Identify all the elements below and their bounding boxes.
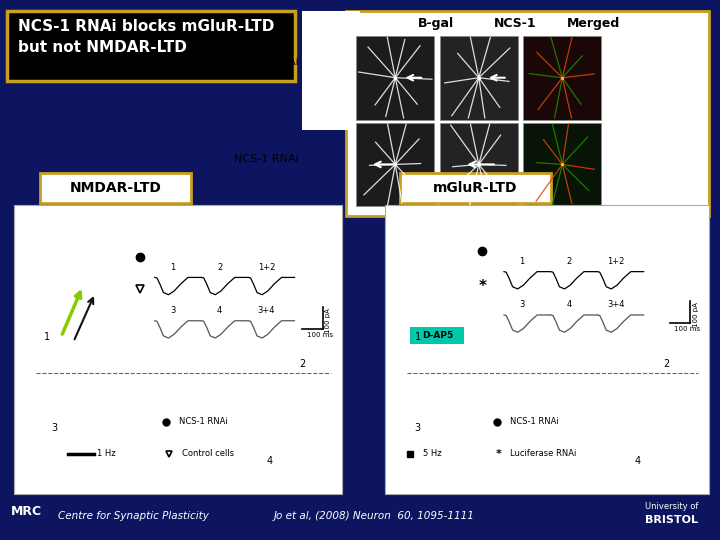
Text: 2: 2 [663,359,669,369]
Text: 1: 1 [415,332,420,341]
Text: 1: 1 [44,332,50,341]
Text: Centre for Synaptic Plasticity: Centre for Synaptic Plasticity [58,510,209,521]
Text: 5 Hz: 5 Hz [423,449,441,458]
Text: 3: 3 [415,422,420,433]
Text: 2: 2 [300,359,305,369]
Text: 3: 3 [519,300,525,309]
Bar [302,11,360,130]
Text: 100 pA: 100 pA [693,302,698,327]
Text: Jo et al, (2008) Neuron  60, 1095-1111: Jo et al, (2008) Neuron 60, 1095-1111 [274,510,474,521]
Text: 3+4: 3+4 [258,306,275,315]
Bar [356,123,434,206]
Text: 4: 4 [217,306,222,315]
Bar [7,11,295,81]
Text: 1 Hz: 1 Hz [97,449,116,458]
Text: B-gal: B-gal [418,17,454,30]
Text: 3+4: 3+4 [607,300,624,309]
Text: BRISTOL: BRISTOL [645,515,698,525]
Text: NCS-1 RNAi: NCS-1 RNAi [510,417,559,427]
Text: NCS-1 RNAi: NCS-1 RNAi [234,153,299,164]
Text: mGluR-LTD: mGluR-LTD [433,181,518,194]
Bar [523,123,601,206]
Text: MRC: MRC [11,505,42,518]
Text: 4: 4 [566,300,572,309]
Bar [400,173,551,202]
Text: 1: 1 [519,257,525,266]
Text: 100 ms: 100 ms [674,326,700,332]
Text: NCS-1 RNAi blocks mGluR-LTD
but not NMDAR-LTD: NCS-1 RNAi blocks mGluR-LTD but not NMDA… [18,19,274,55]
Text: 100 pA: 100 pA [325,308,331,333]
Bar [440,123,518,206]
Text: 4: 4 [635,456,641,466]
Text: D-AP5: D-AP5 [422,330,453,340]
Text: *: * [478,279,487,294]
Bar [346,11,709,216]
Text: *: * [496,449,502,458]
Bar [385,205,709,494]
Text: 2: 2 [217,263,222,272]
Text: Luciferase RNAi: Luciferase RNAi [211,57,299,67]
Text: NCS-1 RNAi: NCS-1 RNAi [179,417,228,427]
Text: 1+2: 1+2 [258,263,275,272]
Text: 3: 3 [170,306,176,315]
Text: 2: 2 [566,257,572,266]
Bar [440,36,518,119]
Bar [410,327,464,344]
Text: 100 ms: 100 ms [307,332,333,338]
Bar [523,36,601,119]
Text: University of: University of [645,502,698,511]
Text: Control cells: Control cells [182,449,234,458]
Bar [40,173,191,202]
Text: NMDAR-LTD: NMDAR-LTD [69,181,161,194]
Text: NCS-1: NCS-1 [493,17,536,30]
Text: Luciferase RNAi: Luciferase RNAi [510,449,576,458]
Text: 4: 4 [267,456,273,466]
Text: 1: 1 [170,263,176,272]
Bar [356,36,434,119]
Text: 1+2: 1+2 [607,257,624,266]
Text: 3: 3 [51,422,57,433]
Text: Merged: Merged [567,17,621,30]
Bar [14,205,342,494]
